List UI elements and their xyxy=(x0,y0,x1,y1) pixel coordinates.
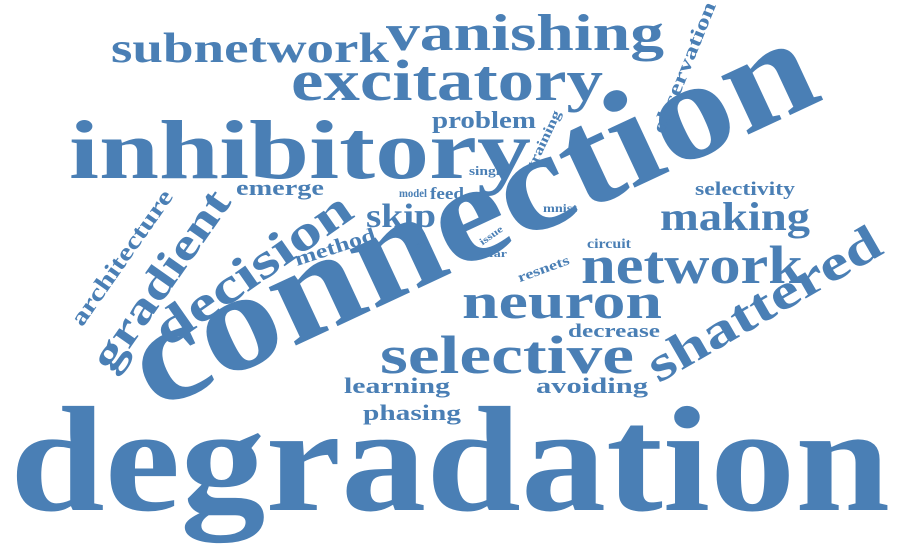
word-model: model xyxy=(399,186,428,200)
word-selectivity: selectivity xyxy=(695,179,796,200)
word-excitatory: excitatory xyxy=(291,48,603,113)
word-emerge: emerge xyxy=(236,175,324,200)
word-neuron: neuron xyxy=(462,273,662,329)
word-making: making xyxy=(660,194,810,239)
word-avoiding: avoiding xyxy=(536,373,648,398)
word-network: network xyxy=(581,235,803,295)
word-decrease: decrease xyxy=(568,321,660,342)
word-skip: skip xyxy=(366,198,436,235)
word-vanishing: vanishing xyxy=(386,5,664,62)
word-circuit: circuit xyxy=(587,237,631,252)
word-mnist: mnist xyxy=(543,201,577,215)
word-problem: problem xyxy=(432,108,536,134)
word-degradation: degradation xyxy=(10,377,890,543)
word-cifar: cifar xyxy=(479,248,507,260)
word-subnetwork: subnetwork xyxy=(111,26,390,72)
word-feed: feed xyxy=(430,184,465,203)
word-phasing: phasing xyxy=(363,400,461,425)
word-selective: selective xyxy=(380,325,634,385)
word-learning: learning xyxy=(344,373,450,398)
word-inhibitory: inhibitory xyxy=(69,104,531,197)
word-single: single xyxy=(469,163,507,178)
